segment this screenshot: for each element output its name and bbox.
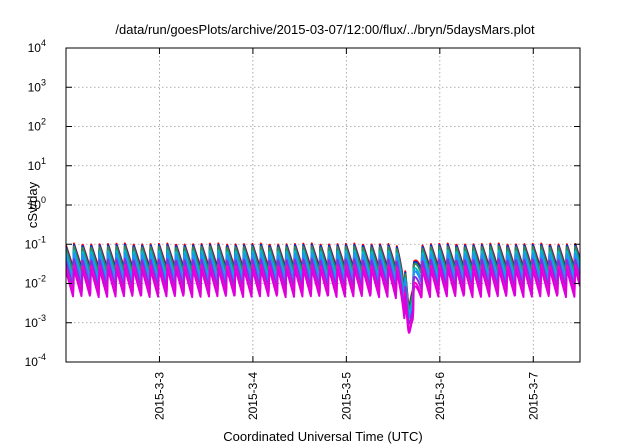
chart-title: /data/run/goesPlots/archive/2015-03-07/1… xyxy=(115,22,535,37)
y-tick-label: 10-3 xyxy=(25,313,46,330)
y-tick-label: 100 xyxy=(28,195,46,212)
y-tick-label: 10-4 xyxy=(25,352,46,369)
y-tick-label-base: 10 xyxy=(28,80,42,94)
x-tick-label: 2015-3-7 xyxy=(526,372,540,420)
y-tick-label: 10-2 xyxy=(25,274,46,291)
y-tick-label-base: 10 xyxy=(28,198,42,212)
y-tick-label: 104 xyxy=(28,38,46,55)
x-axis-label: Coordinated Universal Time (UTC) xyxy=(223,429,422,444)
x-tick-label: 2015-3-3 xyxy=(152,372,166,420)
y-tick-label-exponent: -1 xyxy=(38,234,46,244)
grid xyxy=(66,48,580,362)
y-tick-label-exponent: -2 xyxy=(38,274,46,284)
ticks xyxy=(66,47,580,363)
y-tick-label-base: 10 xyxy=(25,237,39,251)
y-tick-label-base: 10 xyxy=(25,316,39,330)
series-line-6 xyxy=(66,258,580,325)
y-tick-label: 10-1 xyxy=(25,234,46,251)
series-group xyxy=(66,242,580,334)
y-axis-label: cSv/day xyxy=(25,181,40,228)
x-tick-labels: 2015-3-3 2015-3-4 2015-3-5 2015-3-6 2015-3-7 xyxy=(152,372,540,420)
series-line-8 xyxy=(66,267,580,334)
series-line-5 xyxy=(66,252,580,319)
y-tick-label-base: 10 xyxy=(28,159,42,173)
y-tick-label: 103 xyxy=(28,77,46,94)
y-tick-label: 101 xyxy=(28,156,46,173)
x-tick-label: 2015-3-5 xyxy=(339,372,353,420)
y-tick-label-exponent: 2 xyxy=(41,117,46,127)
y-tick-label-exponent: 1 xyxy=(41,156,46,166)
y-tick-label: 102 xyxy=(28,117,46,134)
series-line-3 xyxy=(66,245,580,311)
y-tick-label-base: 10 xyxy=(25,355,39,369)
y-tick-label-exponent: 4 xyxy=(41,38,46,48)
y-tick-label-base: 10 xyxy=(25,277,39,291)
y-tick-label-exponent: -3 xyxy=(38,313,46,323)
y-tick-label-base: 10 xyxy=(28,120,42,134)
y-tick-label-exponent: 0 xyxy=(41,195,46,205)
y-tick-label-exponent: 3 xyxy=(41,77,46,87)
y-tick-label-exponent: -4 xyxy=(38,352,46,362)
y-tick-label-base: 10 xyxy=(28,41,42,55)
x-tick-label: 2015-3-6 xyxy=(433,372,447,420)
x-tick-label: 2015-3-4 xyxy=(246,372,260,420)
